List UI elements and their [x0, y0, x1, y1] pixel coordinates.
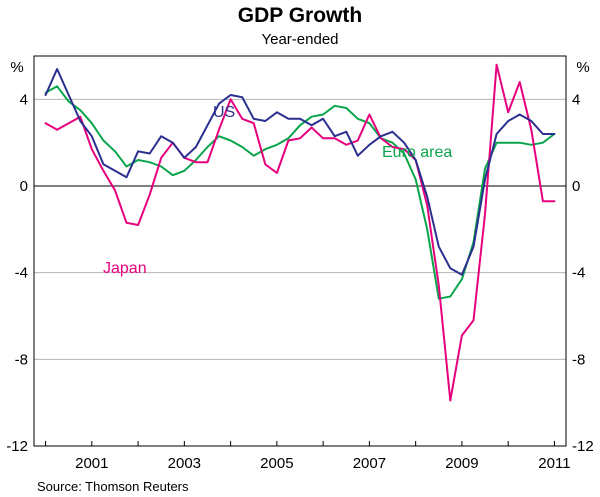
y-tick-right: -4	[572, 265, 585, 282]
x-tick-label: 2011	[538, 455, 570, 472]
label-euro-area: Euro area	[382, 144, 452, 161]
y-tick-left: 4	[20, 91, 28, 108]
chart-subtitle: Year-ended	[261, 31, 338, 48]
y-tick-left: -8	[15, 351, 28, 368]
series-line-japan	[44, 63, 556, 402]
series-line-us	[44, 68, 556, 276]
y-tick-right: 0	[572, 178, 580, 195]
source-note: Source: Thomson Reuters	[37, 479, 189, 494]
series-lines	[44, 63, 556, 402]
y-tick-right: -8	[572, 351, 585, 368]
y-tick-left: -4	[15, 265, 28, 282]
label-us: US	[213, 104, 235, 121]
y-tick-right: -12	[572, 438, 594, 455]
x-tick-label: 2007	[353, 455, 386, 472]
x-tick-label: 2005	[260, 455, 293, 472]
x-tick-label: 2003	[168, 455, 201, 472]
y-tick-left: -12	[6, 438, 28, 455]
tick-labels: -12 -12 -8 -8 -4 -4 0 0 4 4 2001 2003 2005 2007 2009 20…	[6, 91, 593, 472]
y-unit-left: %	[10, 59, 23, 76]
x-tick-label: 2001	[75, 455, 108, 472]
x-tick-label: 2009	[445, 455, 478, 472]
y-unit-right: %	[576, 59, 589, 76]
plot-frame	[33, 55, 567, 447]
chart-title: GDP Growth	[238, 4, 362, 27]
label-japan: Japan	[103, 260, 147, 277]
y-tick-right: 4	[572, 91, 580, 108]
y-tick-left: 0	[20, 178, 28, 195]
